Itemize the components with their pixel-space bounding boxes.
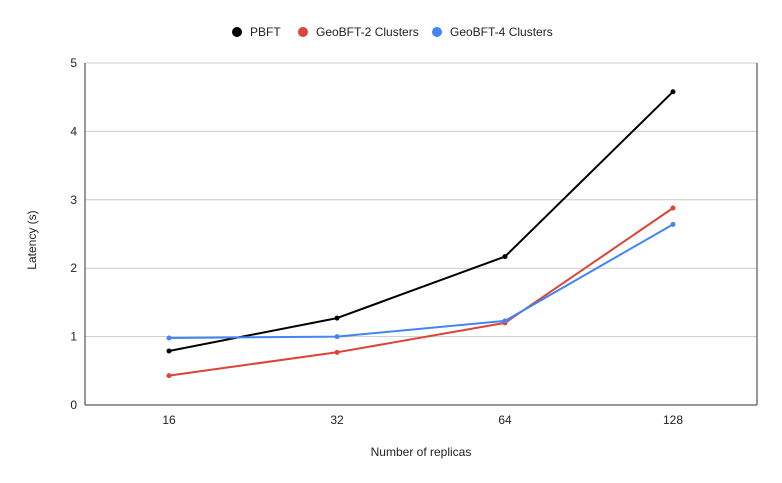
legend-swatch	[432, 27, 442, 37]
data-point	[670, 89, 676, 95]
x-tick-label: 64	[498, 413, 512, 427]
series-line	[168, 90, 674, 352]
data-point	[334, 349, 340, 355]
legend-label: PBFT	[250, 25, 281, 39]
legend-swatch	[232, 27, 242, 37]
data-point	[502, 254, 508, 260]
data-point	[334, 334, 340, 340]
y-tick-labels: 0 1 2 3 4 5	[70, 56, 77, 412]
x-tick-label: 128	[663, 413, 683, 427]
series-line	[168, 207, 674, 377]
legend-swatch	[298, 27, 308, 37]
y-tick-label: 4	[70, 124, 77, 138]
data-point	[166, 335, 172, 341]
series-1	[166, 205, 676, 379]
data-point	[670, 221, 676, 227]
y-tick-label: 2	[70, 261, 77, 275]
series-line	[168, 223, 674, 339]
x-tick-labels: 16 32 64 128	[162, 413, 683, 427]
legend: PBFT GeoBFT-2 Clusters GeoBFT-4 Clusters	[232, 25, 553, 39]
y-tick-label: 1	[70, 330, 77, 344]
legend-label: GeoBFT-2 Clusters	[316, 25, 419, 39]
y-tick-label: 3	[70, 193, 77, 207]
series-0	[166, 89, 676, 354]
y-tick-label: 5	[70, 56, 77, 70]
y-axis-title: Latency (s)	[25, 210, 39, 269]
axes	[84, 63, 758, 406]
data-point	[166, 373, 172, 379]
series-2	[166, 221, 676, 341]
y-tick-label: 0	[70, 398, 77, 412]
data-point	[166, 348, 172, 354]
gridlines	[85, 62, 757, 338]
data-point	[670, 205, 676, 211]
legend-label: GeoBFT-4 Clusters	[450, 25, 553, 39]
series-group	[166, 89, 676, 379]
x-tick-label: 32	[330, 413, 344, 427]
legend-item: GeoBFT-4 Clusters	[432, 25, 553, 39]
legend-item: PBFT	[232, 25, 281, 39]
legend-item: GeoBFT-2 Clusters	[298, 25, 419, 39]
data-point	[334, 315, 340, 321]
x-tick-label: 16	[162, 413, 176, 427]
x-axis-title: Number of replicas	[371, 445, 472, 459]
data-point	[502, 318, 508, 324]
